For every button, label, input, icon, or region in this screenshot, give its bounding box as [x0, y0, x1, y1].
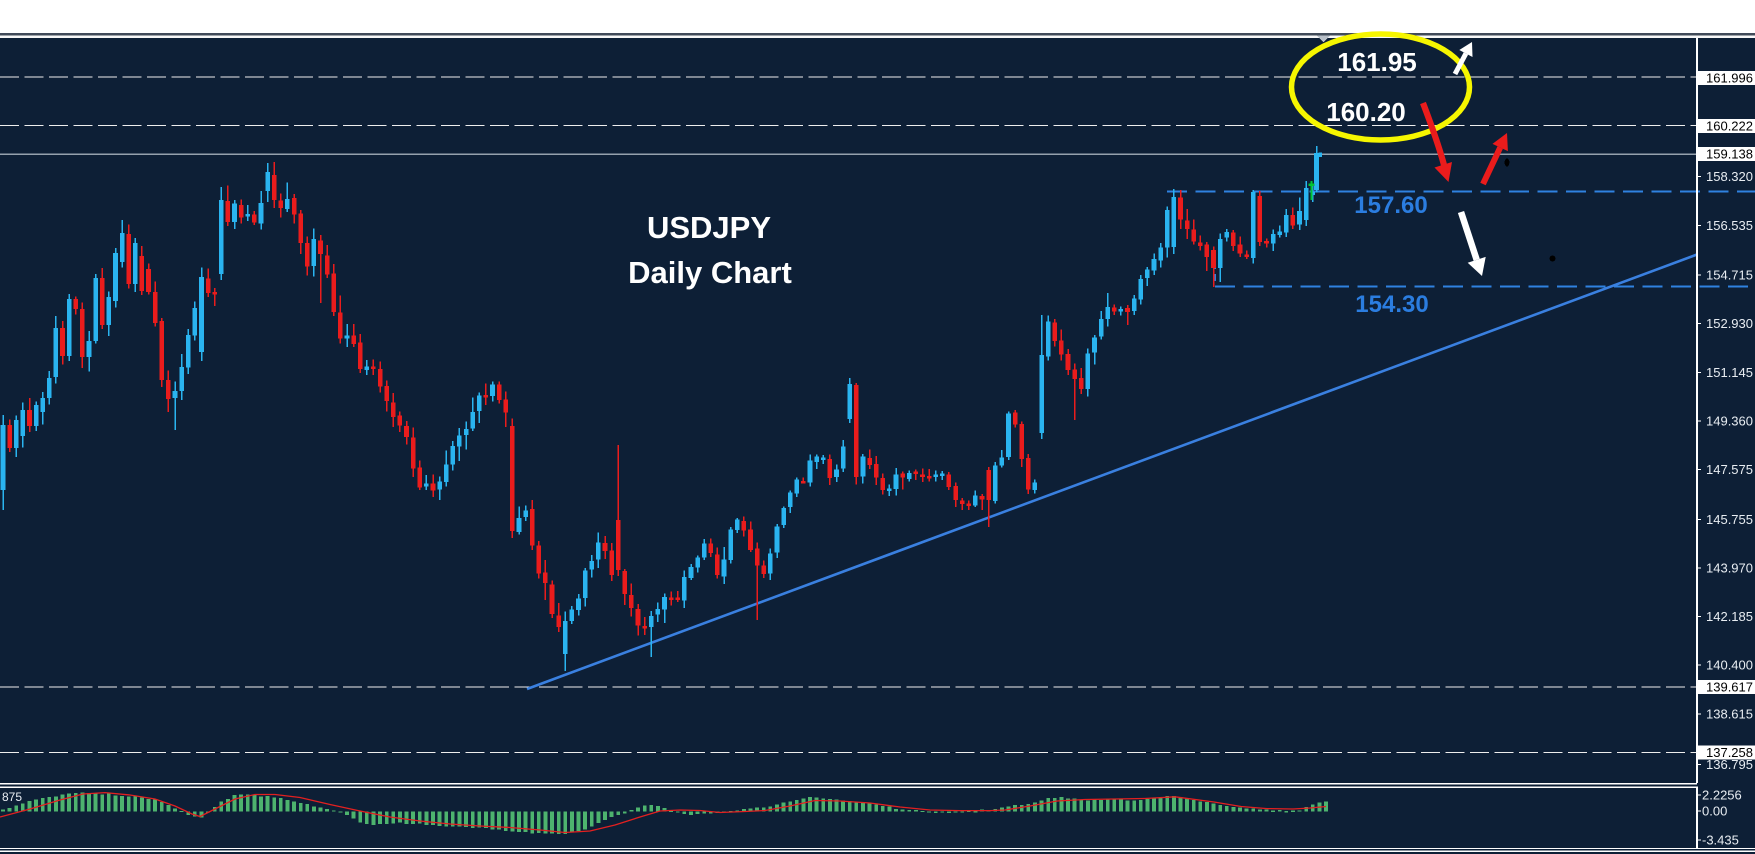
- svg-text:154.30: 154.30: [1355, 291, 1428, 318]
- svg-text:152.930: 152.930: [1706, 316, 1753, 331]
- svg-text:875: 875: [2, 790, 22, 804]
- svg-text:2.2256: 2.2256: [1702, 788, 1742, 803]
- svg-text:160.222: 160.222: [1706, 119, 1753, 134]
- svg-text:136.795: 136.795: [1706, 757, 1753, 772]
- svg-text:151.145: 151.145: [1706, 365, 1753, 380]
- svg-text:143.970: 143.970: [1706, 561, 1753, 576]
- svg-text:158.320: 158.320: [1706, 169, 1753, 184]
- svg-text:147.575: 147.575: [1706, 462, 1753, 477]
- svg-text:149.360: 149.360: [1706, 414, 1753, 429]
- svg-text:161.95: 161.95: [1337, 47, 1417, 77]
- svg-text:142.185: 142.185: [1706, 609, 1753, 624]
- svg-text:Daily Chart: Daily Chart: [628, 255, 792, 290]
- svg-text:USDJPY: USDJPY: [647, 210, 771, 245]
- svg-text:-3.435: -3.435: [1702, 833, 1739, 848]
- svg-text:0.00: 0.00: [1702, 804, 1727, 819]
- svg-text:139.617: 139.617: [1706, 680, 1753, 695]
- svg-text:157.60: 157.60: [1354, 192, 1427, 219]
- svg-text:161.996: 161.996: [1706, 71, 1753, 86]
- svg-text:160.20: 160.20: [1326, 97, 1406, 127]
- svg-text:137.258: 137.258: [1706, 745, 1753, 760]
- svg-text:154.715: 154.715: [1706, 268, 1753, 283]
- svg-text:159.138: 159.138: [1706, 147, 1753, 162]
- svg-text:140.400: 140.400: [1706, 658, 1753, 673]
- svg-text:138.615: 138.615: [1706, 707, 1753, 722]
- svg-text:156.535: 156.535: [1706, 218, 1753, 233]
- svg-text:145.755: 145.755: [1706, 512, 1753, 527]
